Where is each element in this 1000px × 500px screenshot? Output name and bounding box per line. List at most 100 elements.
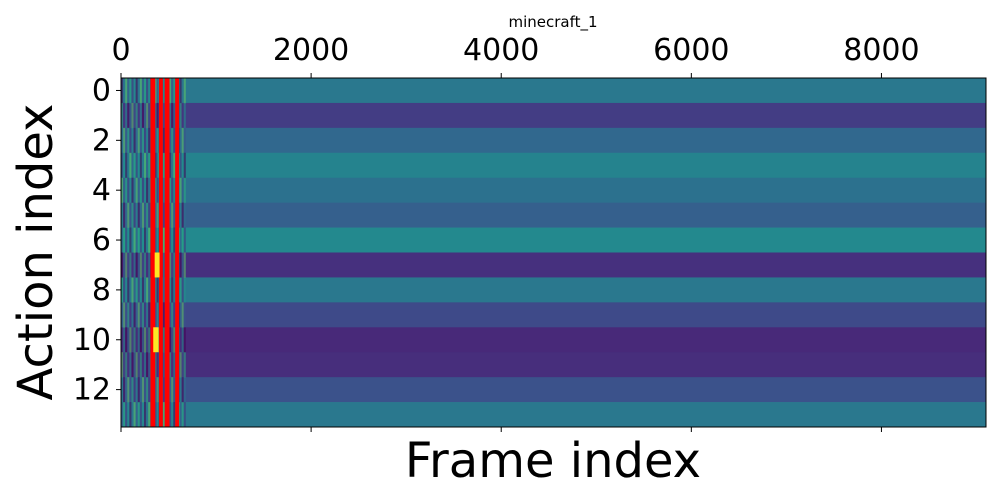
activity-cell <box>146 402 149 428</box>
activity-cell <box>127 177 130 204</box>
activity-cell <box>139 152 142 179</box>
activity-cell <box>146 327 149 353</box>
activity-cell <box>131 177 134 204</box>
activity-cell <box>135 127 138 154</box>
activity-cell <box>169 352 172 378</box>
activity-cell <box>181 78 184 104</box>
activity-cell <box>137 352 140 378</box>
activity-cell <box>123 277 126 303</box>
activity-cell <box>156 277 159 303</box>
activity-cell <box>125 277 128 303</box>
x-axis: 0 2000 4000 6000 8000 <box>111 33 920 432</box>
activity-cell <box>135 177 138 204</box>
activity-cell <box>154 177 157 204</box>
activity-cell <box>173 352 176 378</box>
activity-cell <box>141 102 145 129</box>
activity-cell <box>183 402 186 428</box>
activity-cell <box>137 202 140 228</box>
activity-cell <box>141 352 145 378</box>
activity-cell <box>144 377 147 403</box>
activity-cell <box>148 402 151 428</box>
activity-cell <box>144 102 147 129</box>
activity-cell <box>169 102 172 129</box>
activity-cell <box>131 352 134 378</box>
activity-cell <box>169 277 172 303</box>
activity-cell <box>169 127 172 154</box>
chart-title: minecraft_1 <box>508 13 597 32</box>
heatmap-row-7 <box>121 252 986 278</box>
activity-cell <box>121 377 124 403</box>
plot-frame <box>120 77 987 428</box>
activity-cell <box>162 377 165 403</box>
activity-cell <box>137 277 140 303</box>
activity-cell <box>129 252 132 278</box>
activity-cell <box>125 202 128 228</box>
activity-cell <box>139 352 142 378</box>
activity-cell <box>125 78 128 104</box>
heatmap-row-4 <box>121 177 986 204</box>
y-axis: 0 2 4 6 8 10 12 <box>73 73 121 408</box>
yellow-mark <box>156 252 160 278</box>
activity-cell <box>144 227 147 253</box>
activity-cell <box>139 402 142 428</box>
activity-cell <box>169 78 172 104</box>
activity-cell <box>173 327 176 353</box>
activity-cell <box>133 352 136 378</box>
activity-cell <box>127 377 130 403</box>
activity-cell <box>127 402 130 428</box>
activity-cell <box>173 177 176 204</box>
activity-cell <box>141 277 145 303</box>
activity-cell <box>139 102 142 129</box>
activity-cell <box>162 152 165 179</box>
activity-cell <box>139 327 142 353</box>
activity-cell <box>148 277 151 303</box>
activity-cell <box>181 152 184 179</box>
activity-cell <box>141 177 145 204</box>
activity-cell <box>129 78 132 104</box>
activity-cell <box>121 252 124 278</box>
activity-cell <box>129 177 132 204</box>
activity-cell <box>183 377 186 403</box>
activity-cell <box>162 127 165 154</box>
activity-cell <box>148 227 151 253</box>
activity-cell <box>125 227 128 253</box>
activity-cell <box>135 227 138 253</box>
activity-cell <box>144 202 147 228</box>
activity-cell <box>179 352 182 378</box>
activity-cell <box>183 252 186 278</box>
activity-cell <box>162 177 165 204</box>
activity-cell <box>141 302 145 328</box>
activity-cell <box>129 327 132 353</box>
activity-cell <box>123 102 126 129</box>
activity-cell <box>133 252 136 278</box>
activity-cell <box>125 327 128 353</box>
heatmap-row-3 <box>121 152 986 179</box>
activity-cell <box>183 352 186 378</box>
activity-cell <box>183 302 186 328</box>
activity-cell <box>183 102 186 129</box>
activity-cell <box>131 327 134 353</box>
activity-cell <box>169 177 172 204</box>
activity-cell <box>183 202 186 228</box>
activity-cell <box>181 377 184 403</box>
activity-cell <box>135 252 138 278</box>
activity-cell <box>127 352 130 378</box>
activity-cell <box>123 402 126 428</box>
activity-cell <box>135 377 138 403</box>
activity-cell <box>129 302 132 328</box>
x-tick-label: 4000 <box>463 33 539 68</box>
activity-cell <box>179 227 182 253</box>
activity-cell <box>154 78 157 104</box>
activity-cell <box>183 277 186 303</box>
activity-cell <box>171 302 174 328</box>
activity-cell <box>146 352 149 378</box>
activity-cell <box>131 152 134 179</box>
activity-cell <box>162 78 165 104</box>
activity-cell <box>135 302 138 328</box>
heatmap-rows <box>121 78 986 428</box>
activity-cell <box>181 402 184 428</box>
activity-cell <box>121 302 124 328</box>
activity-cell <box>173 202 176 228</box>
activity-cell <box>146 102 149 129</box>
activity-cell <box>125 402 128 428</box>
